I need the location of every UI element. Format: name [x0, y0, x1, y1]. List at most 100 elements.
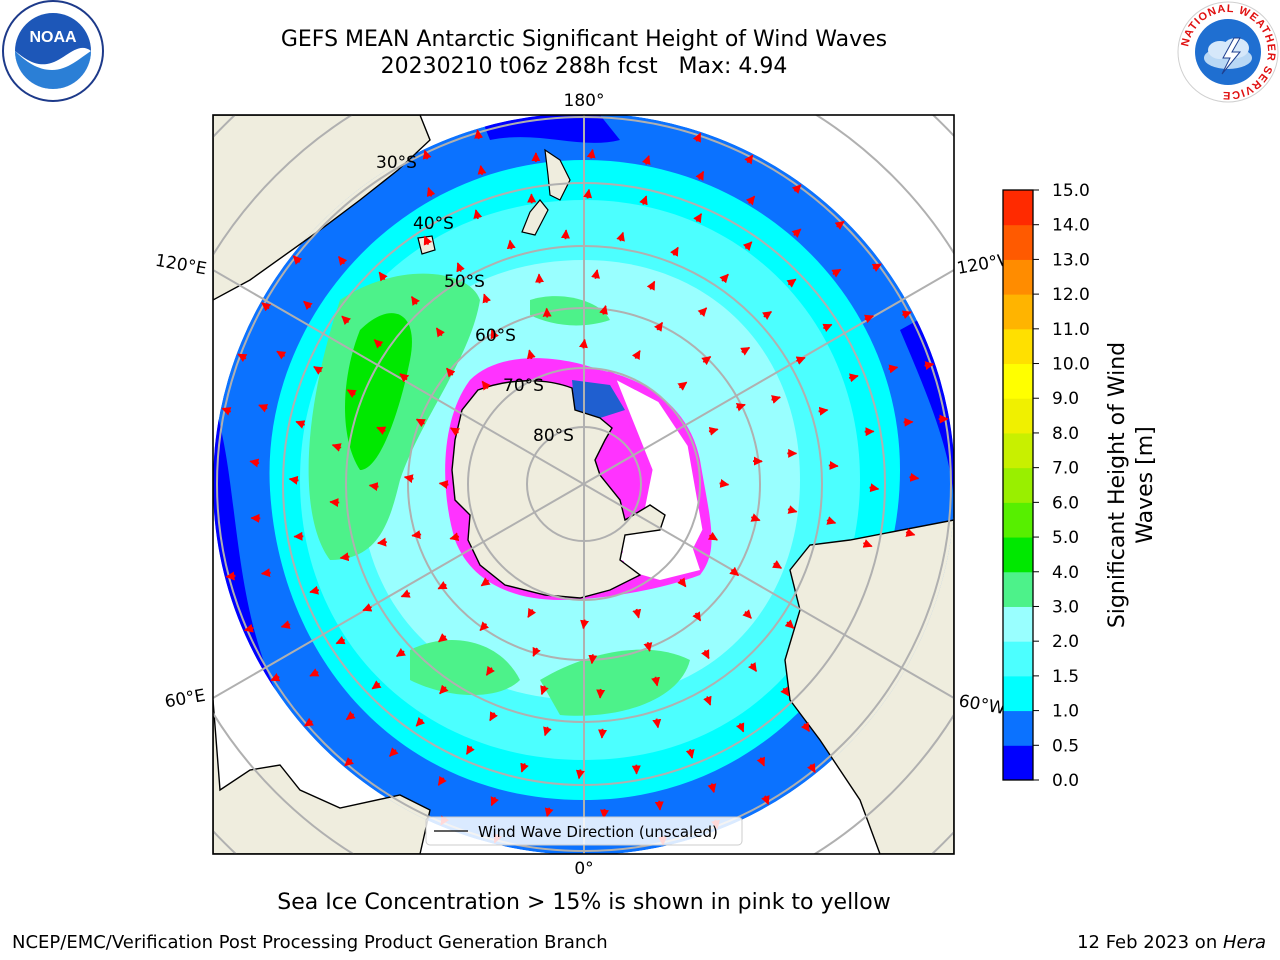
wave-direction-arrow: [909, 472, 920, 482]
wave-direction-arrow: [905, 528, 916, 537]
wave-direction-arrow: [261, 302, 272, 312]
colorbar-tick-label: 6.0: [1052, 493, 1079, 513]
colorbar-tick-label: 5.0: [1052, 528, 1079, 548]
colorbar-segment: [1003, 710, 1033, 746]
wave-direction-arrow: [280, 620, 291, 629]
colorbar-tick-label: 12.0: [1052, 285, 1090, 305]
colorbar-tick-label: 1.5: [1052, 667, 1079, 687]
colorbar-tick-label: 2.0: [1052, 632, 1079, 652]
wave-direction-arrow: [438, 480, 449, 490]
wave-direction-arrow: [543, 726, 552, 737]
colorbar-tick-label: 11.0: [1052, 320, 1090, 340]
wave-direction-arrow: [708, 426, 719, 436]
colorbar-tick-label: 9.0: [1052, 389, 1079, 409]
wave-direction-arrow: [337, 255, 348, 266]
colorbar-segment: [1003, 571, 1033, 607]
wave-direction-arrow: [292, 255, 303, 265]
lat-label-50s: 50°S: [444, 272, 485, 292]
wave-direction-arrow: [695, 170, 705, 181]
wave-direction-arrow: [729, 566, 740, 577]
wave-direction-arrow: [744, 154, 754, 165]
wave-direction-arrow: [654, 321, 664, 332]
date-line: 12 Feb 2023 on Hera: [1077, 932, 1266, 953]
wave-direction-arrow: [869, 483, 880, 493]
wave-direction-arrow: [791, 228, 802, 238]
wave-direction-arrow: [309, 668, 320, 677]
wave-direction-arrow: [415, 717, 426, 727]
wave-direction-arrow: [786, 278, 797, 288]
wave-direction-arrow: [780, 686, 790, 697]
wave-direction-arrow: [864, 314, 875, 324]
wave-direction-arrow: [616, 231, 625, 242]
lat-label-60s: 60°S: [475, 326, 516, 346]
wave-direction-arrow: [652, 718, 662, 729]
wave-direction-arrow: [542, 307, 552, 318]
graticule: [213, 115, 954, 854]
colorbar-segment: [1003, 363, 1033, 399]
colorbar-tick-label: 0.5: [1052, 736, 1079, 756]
wave-direction-arrow: [641, 155, 651, 166]
wave-direction-arrow: [784, 619, 795, 629]
wave-direction-arrow: [335, 635, 346, 645]
wave-direction-arrow: [560, 229, 570, 240]
wave-direction-arrow: [677, 577, 687, 588]
wave-direction-arrow: [862, 539, 873, 548]
wave-direction-arrow: [480, 577, 491, 587]
wave-direction-arrow: [632, 608, 642, 619]
date-text: 12 Feb 2023 on: [1077, 932, 1223, 953]
wave-direction-arrow: [692, 132, 702, 143]
colorbar-tick-label: 13.0: [1052, 250, 1090, 270]
wave-direction-arrow: [888, 364, 899, 374]
wave-direction-arrow: [599, 305, 608, 315]
wave-direction-arrow: [260, 568, 271, 578]
wave-direction-arrow: [791, 184, 802, 194]
wave-direction-arrow: [481, 380, 491, 391]
wave-direction-arrow: [834, 220, 845, 230]
green-wave-patch-south: [540, 649, 690, 716]
wave-direction-arrow: [449, 532, 460, 542]
wave-direction-arrow: [303, 717, 314, 727]
colorbar-tick-label: 10.0: [1052, 355, 1090, 375]
wave-direction-arrow: [339, 552, 350, 562]
colorbar-tick-label: 14.0: [1052, 216, 1090, 236]
wave-direction-arrow: [473, 209, 483, 220]
wave-direction-arrow: [389, 747, 399, 757]
wave-direction-arrow: [677, 381, 688, 391]
wave-direction-arrow: [828, 460, 839, 470]
bright-green-wave-patch: [345, 313, 412, 470]
lon-label-lower-left: 60°E: [163, 686, 207, 713]
wave-direction-arrow: [426, 187, 436, 198]
wave-direction-arrow: [309, 585, 320, 595]
wave-direction-arrow: [482, 293, 492, 304]
latitude-labels: 30°S 40°S 50°S 60°S 70°S 80°S: [376, 153, 574, 446]
wave-direction-arrow: [376, 426, 387, 435]
wave-direction-arrow: [707, 783, 717, 794]
wave-direction-arrow: [740, 346, 751, 356]
colorbar-segment: [1003, 259, 1033, 295]
wave-direction-arrow: [237, 353, 248, 363]
wave-direction-arrow: [600, 808, 609, 819]
new-zealand-south: [521, 199, 549, 236]
chart-subtitle: 20230210 t06z 288h fcst Max: 4.94: [380, 54, 788, 79]
wave-direction-arrow: [750, 513, 761, 522]
wave-direction-arrow: [580, 619, 590, 630]
wave-direction-arrow: [479, 621, 490, 632]
wave-direction-arrow: [795, 356, 806, 365]
wave-direction-arrow: [586, 148, 596, 159]
wave-direction-arrow: [703, 695, 712, 706]
wave-direction-arrow: [591, 269, 600, 279]
wave-direction-arrow: [756, 756, 765, 767]
wave-direction-arrow: [735, 402, 746, 412]
wave-direction-arrow: [540, 685, 549, 696]
wave-direction-arrow: [588, 654, 598, 665]
wave-direction-arrow: [807, 763, 816, 774]
wave-direction-arrow: [474, 129, 484, 140]
wave-direction-arrow: [701, 355, 712, 366]
wave-direction-arrow: [400, 589, 411, 598]
lat-label-40s: 40°S: [413, 214, 454, 234]
wave-direction-arrow: [924, 361, 935, 370]
wave-direction-arrow: [377, 537, 387, 547]
ross-sea-water: [572, 380, 625, 418]
wave-direction-arrow: [249, 458, 260, 468]
